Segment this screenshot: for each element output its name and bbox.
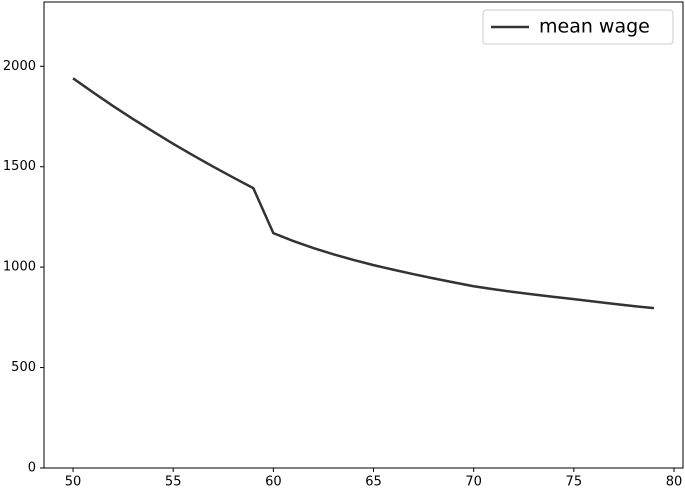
x-tick-label: 55 xyxy=(165,475,182,489)
y-tick-label: 2000 xyxy=(3,59,36,74)
legend-label: mean wage xyxy=(539,16,650,38)
plot-frame xyxy=(43,1,684,469)
x-tick-label: 80 xyxy=(666,475,683,489)
x-tick-label: 50 xyxy=(65,475,82,489)
y-tick-label: 1500 xyxy=(3,159,36,174)
y-tick-label: 1000 xyxy=(3,260,36,275)
x-tick-label: 65 xyxy=(365,475,382,489)
x-tick-label: 60 xyxy=(265,475,282,489)
data-line xyxy=(72,77,655,310)
y-tick-label: 0 xyxy=(28,461,36,476)
y-tick-label: 500 xyxy=(11,360,36,375)
x-tick-label: 70 xyxy=(465,475,482,489)
legend-box xyxy=(482,9,674,45)
x-tick-label: 75 xyxy=(566,475,583,489)
